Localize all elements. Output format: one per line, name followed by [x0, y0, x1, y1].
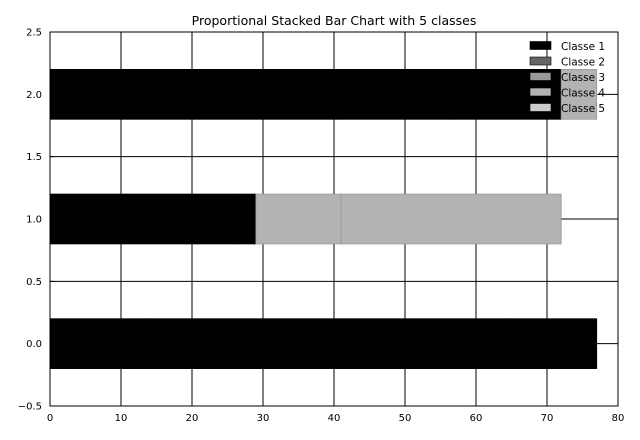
- chart-title: Proportional Stacked Bar Chart with 5 cl…: [192, 13, 477, 28]
- bar-segment-1-0: [49, 193, 236, 245]
- y-tick-label-2: 0.5: [26, 277, 42, 288]
- bar-segment-1-4: [340, 193, 562, 245]
- bar-segment-2-0: [49, 69, 342, 120]
- legend-label-0: Classe 1: [561, 41, 605, 53]
- x-tick-label-4: 40: [328, 413, 341, 424]
- legend-label-2: Classe 3: [561, 72, 605, 84]
- legend-label-4: Classe 5: [561, 103, 605, 115]
- bar-segment-0-0: [49, 318, 150, 370]
- plot-area: 0 10 20 30 40 50 60 70 80 −0.5 0.0 0.5 1.0 1.5 2.0 2.5: [18, 28, 625, 425]
- bar-segment-1-1: [234, 193, 257, 245]
- y-tick-label-3: 1.0: [26, 215, 42, 226]
- y-tick-label-0: −0.5: [18, 402, 42, 413]
- legend-swatch-0: [529, 41, 552, 50]
- bar-segment-2-4: [560, 69, 598, 120]
- legend-swatch-1: [529, 56, 552, 66]
- x-tick-label-2: 20: [186, 413, 199, 424]
- y-tick-label-1: 0.0: [26, 339, 42, 350]
- legend: Classe 1 Classe 2 Classe 3 Classe 4 Classe 5: [529, 41, 605, 115]
- bar-segment-1-3: [255, 193, 342, 245]
- legend-label-1: Classe 2: [561, 57, 605, 69]
- y-tick-label-6: 2.5: [26, 28, 42, 39]
- x-tick-label-8: 80: [612, 413, 625, 424]
- bar-segment-0-1: [148, 318, 505, 370]
- x-tick-label-0: 0: [47, 413, 53, 424]
- x-tick-label-1: 10: [115, 413, 128, 424]
- x-tick-label-6: 60: [470, 413, 483, 424]
- y-tick-label-4: 1.5: [26, 152, 42, 163]
- x-tick-label-5: 50: [399, 413, 412, 424]
- legend-swatch-2: [529, 72, 552, 81]
- bar-segment-2-1: [340, 69, 456, 120]
- x-tick-label-3: 30: [257, 413, 270, 424]
- legend-swatch-3: [529, 87, 552, 97]
- bar-segment-0-2: [503, 318, 598, 370]
- x-tick-label-7: 70: [541, 413, 554, 424]
- legend-swatch-4: [529, 103, 552, 112]
- y-tick-label-5: 2.0: [26, 90, 42, 101]
- legend-label-3: Classe 4: [561, 88, 605, 100]
